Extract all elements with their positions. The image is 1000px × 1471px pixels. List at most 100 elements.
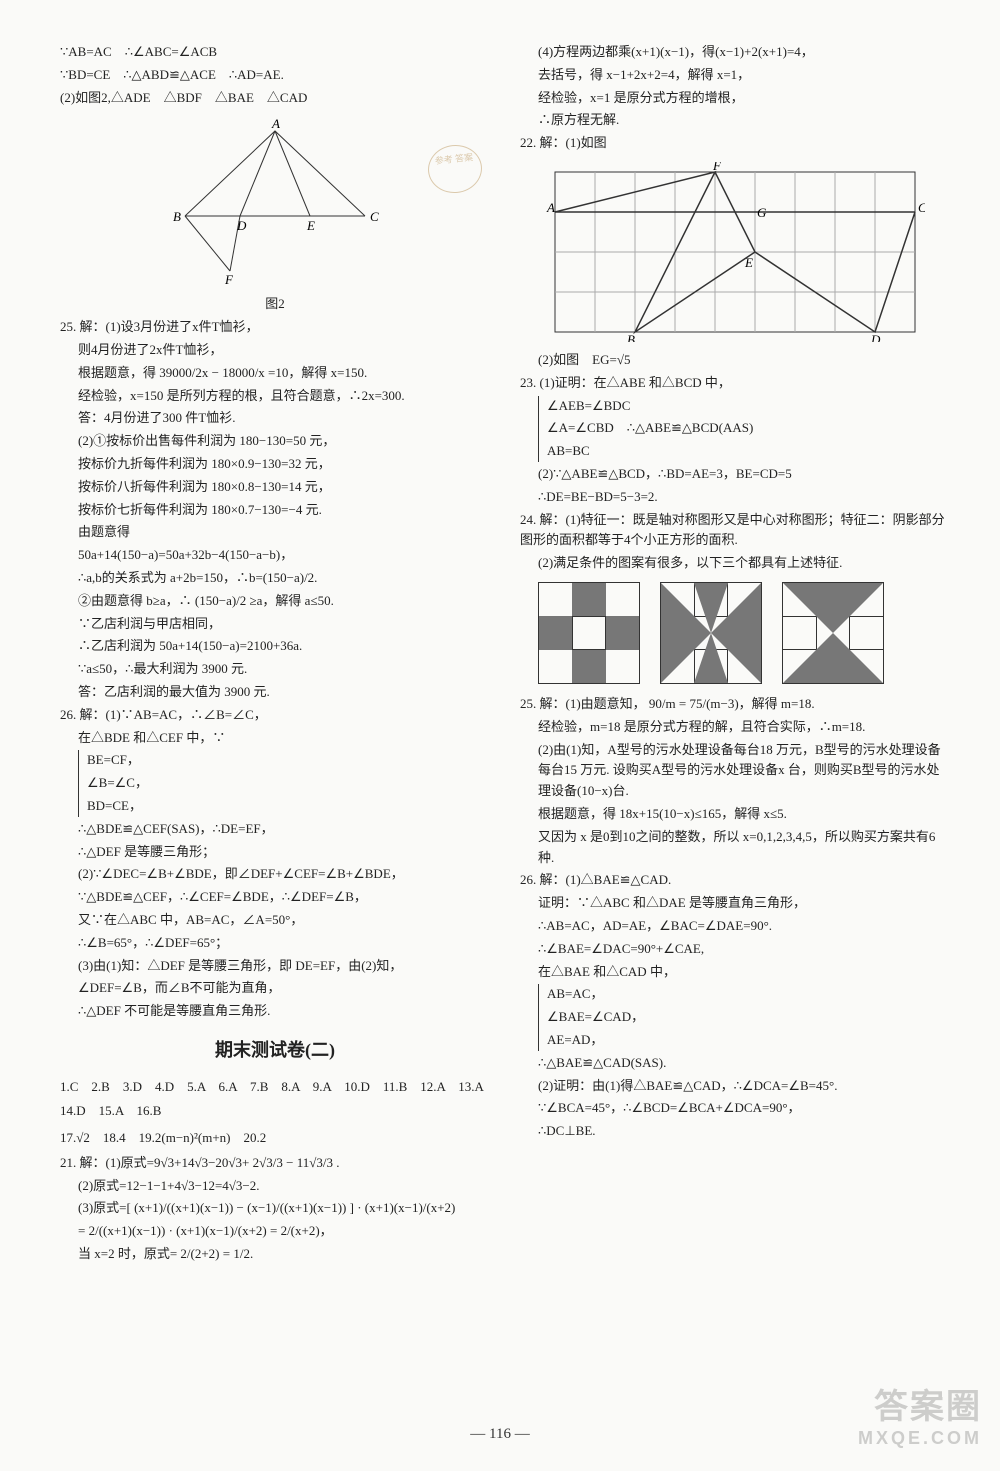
text-line: ∴AB=AC，AD=AE，∠BAC=∠DAE=90°. <box>520 916 950 937</box>
text-line: (3)由(1)知：△DEF 是等腰三角形，即 DE=EF，由(2)知， <box>60 956 490 977</box>
text-line: (2)∵△ABE≌△BCD，∴BD=AE=3，BE=CD=5 <box>520 464 950 485</box>
text-line: 又∵在△ABC 中，AB=AC，∠A=50°， <box>60 910 490 931</box>
pattern-2 <box>660 582 762 684</box>
brace-line: ∠B=∠C， <box>87 773 490 794</box>
text-line: 经检验，x=150 是所列方程的根，且符合题意，∴2x=300. <box>60 386 490 407</box>
svg-text:A: A <box>546 200 555 215</box>
text-line: 去括号，得 x−1+2x+2=4，解得 x=1， <box>520 65 950 86</box>
text-line: ∴原方程无解. <box>520 110 950 131</box>
text-line: ∵乙店利润与甲店相同， <box>60 614 490 635</box>
q23-head: 23. (1)证明：在△ABE 和△BCD 中， <box>520 373 950 394</box>
section-title: 期末测试卷(二) <box>60 1036 490 1065</box>
text-line: (2)∵∠DEC=∠B+∠BDE，即∠DEF+∠CEF=∠B+∠BDE， <box>60 864 490 885</box>
q22-head: 22. 解：(1)如图 <box>520 133 950 154</box>
text-line: ∴△DEF 是等腰三角形； <box>60 842 490 863</box>
brace-line: BD=CE， <box>87 796 490 817</box>
text-line: 由题意得 <box>60 522 490 543</box>
text-line: 答：乙店利润的最大值为 3900 元. <box>60 682 490 703</box>
text-line: 答：4月份进了300 件T恤衫. <box>60 408 490 429</box>
figure-caption: 图2 <box>60 294 490 315</box>
text-line: 按标价七折每件利润为 180×0.7−130=−4 元. <box>60 500 490 521</box>
text-line: (4)方程两边都乘(x+1)(x−1)，得(x−1)+2(x+1)=4， <box>520 42 950 63</box>
text-line: 则4月份进了2x件T恤衫， <box>60 340 490 361</box>
page-number: — 116 — <box>0 1426 1000 1443</box>
figure-2: A B C D E F <box>155 116 395 286</box>
brace-line: ∠BAE=∠CAD， <box>547 1007 950 1028</box>
text-line: 按标价八折每件利润为 180×0.8−130=14 元， <box>60 477 490 498</box>
svg-text:B: B <box>627 332 635 342</box>
text-line: ∴∠B=65°，∴∠DEF=65°； <box>60 933 490 954</box>
svg-text:C: C <box>370 209 379 224</box>
text-line: (2)原式=12−1−1+4√3−12=4√3−2. <box>60 1176 490 1197</box>
text-line: (2)如图 EG=√5 <box>520 350 950 371</box>
text-line: ∵∠BCA=45°，∴∠BCD=∠BCA+∠DCA=90°， <box>520 1098 950 1119</box>
text-line: (2)证明：由(1)得△BAE≌△CAD，∴∠DCA=∠B=45°. <box>520 1076 950 1097</box>
text-line: (2)如图2,△ADE △BDF △BAE △CAD <box>60 88 490 109</box>
pattern-set <box>538 582 950 684</box>
text-line: ∴DE=BE−BD=5−3=2. <box>520 487 950 508</box>
text-line: (3)原式=[ (x+1)/((x+1)(x−1)) − (x−1)/((x+1… <box>60 1198 490 1219</box>
text-line: (2)①按标价出售每件利润为 180−130=50 元， <box>60 431 490 452</box>
brace-line: BE=CF， <box>87 750 490 771</box>
brace-group: BE=CF， ∠B=∠C， BD=CE， <box>78 750 490 816</box>
right-column: (4)方程两边都乘(x+1)(x−1)，得(x−1)+2(x+1)=4， 去括号… <box>520 40 950 1380</box>
text-line: 50a+14(150−a)=50a+32b−4(150−a−b)， <box>60 545 490 566</box>
text-line: ∴△DEF 不可能是等腰直角三角形. <box>60 1001 490 1022</box>
text-line: 当 x=2 时，原式= 2/(2+2) = 1/2. <box>60 1244 490 1265</box>
text-line: 根据题意，得 39000/2x − 18000/x =10，解得 x=150. <box>60 363 490 384</box>
text-line: 经检验，m=18 是原分式方程的解，且符合实际，∴m=18. <box>520 717 950 738</box>
fill-blank-answers: 17.√2 18.4 19.2(m−n)²(m+n) 20.2 <box>60 1126 490 1151</box>
text-line: 按标价九折每件利润为 180×0.9−130=32 元， <box>60 454 490 475</box>
text-line: = 2/((x+1)(x−1)) · (x+1)(x−1)/(x+2) = 2/… <box>60 1221 490 1242</box>
svg-text:B: B <box>173 209 181 224</box>
svg-text:A: A <box>271 116 280 131</box>
brace-line: ∠A=∠CBD ∴△ABE≌△BCD(AAS) <box>547 418 950 439</box>
svg-text:E: E <box>744 255 753 270</box>
watermark-line2: MXQE.COM <box>858 1428 982 1449</box>
watermark: 答案圈 MXQE.COM <box>858 1379 982 1449</box>
two-column-layout: 参考 答案 ∵AB=AC ∴∠ABC=∠ACB ∵BD=CE ∴△ABD≌△AC… <box>60 40 950 1380</box>
q26-head: 26. 解：(1)∵AB=AC，∴∠B=∠C， <box>60 705 490 726</box>
text-line: 在△BAE 和△CAD 中， <box>520 962 950 983</box>
svg-text:G: G <box>757 205 767 220</box>
text-line: ∴∠BAE=∠DAC=90°+∠CAE, <box>520 939 950 960</box>
q25-head: 25. 解：(1)设3月份进了x件T恤衫， <box>60 317 490 338</box>
brace-line: AB=AC， <box>547 984 950 1005</box>
left-column: 参考 答案 ∵AB=AC ∴∠ABC=∠ACB ∵BD=CE ∴△ABD≌△AC… <box>60 40 490 1380</box>
svg-text:F: F <box>712 162 722 173</box>
brace-line: ∠AEB=∠BDC <box>547 396 950 417</box>
text-line: 经检验，x=1 是原分式方程的增根， <box>520 88 950 109</box>
text-line: ∴DC⊥BE. <box>520 1121 950 1142</box>
text-line: (2)满足条件的图案有很多，以下三个都具有上述特征. <box>520 553 950 574</box>
watermark-line1: 答案圈 <box>858 1379 982 1428</box>
figure-q22: A F B C D E G <box>545 162 925 342</box>
svg-text:E: E <box>306 218 315 233</box>
svg-text:D: D <box>870 332 881 342</box>
text-line: ②由题意得 b≥a，∴ (150−a)/2 ≥a，解得 a≤50. <box>60 591 490 612</box>
text-line: ∴△BAE≌△CAD(SAS). <box>520 1053 950 1074</box>
text-line: ∵a≤50，∴最大利润为 3900 元. <box>60 659 490 680</box>
multiple-choice-answers: 1.C 2.B 3.D 4.D 5.A 6.A 7.B 8.A 9.A 10.D… <box>60 1075 490 1124</box>
svg-text:C: C <box>918 200 925 215</box>
svg-text:D: D <box>236 218 247 233</box>
text-line: ∴△BDE≌△CEF(SAS)，∴DE=EF， <box>60 819 490 840</box>
text-line: ∵BD=CE ∴△ABD≌△ACE ∴AD=AE. <box>60 65 490 86</box>
text-line: ∴乙店利润为 50a+14(150−a)=2100+36a. <box>60 636 490 657</box>
q24-head: 24. 解：(1)特征一：既是轴对称图形又是中心对称图形；特征二：阴影部分图形的… <box>520 510 950 552</box>
text-line: ∴a,b的关系式为 a+2b=150，∴b=(150−a)/2. <box>60 568 490 589</box>
q25-head: 25. 解：(1)由题意知， 90/m = 75/(m−3)，解得 m=18. <box>520 694 950 715</box>
q21-head: 21. 解：(1)原式=9√3+14√3−20√3+ 2√3/3 − 11√3/… <box>60 1153 490 1174</box>
text-line: 证明：∵△ABC 和△DAE 是等腰直角三角形， <box>520 893 950 914</box>
text-line: 在△BDE 和△CEF 中，∵ <box>60 728 490 749</box>
text-line: 又因为 x 是0到10之间的整数，所以 x=0,1,2,3,4,5，所以购买方案… <box>520 827 950 869</box>
brace-group: ∠AEB=∠BDC ∠A=∠CBD ∴△ABE≌△BCD(AAS) AB=BC <box>538 396 950 462</box>
stamp-icon: 参考 答案 <box>426 142 485 195</box>
text-line: (2)由(1)知，A型号的污水处理设备每台18 万元，B型号的污水处理设备每台1… <box>520 740 950 802</box>
page: 参考 答案 ∵AB=AC ∴∠ABC=∠ACB ∵BD=CE ∴△ABD≌△AC… <box>0 0 1000 1471</box>
pattern-3 <box>782 582 884 684</box>
text-line: 根据题意，得 18x+15(10−x)≤165，解得 x≤5. <box>520 804 950 825</box>
text-line: ∵△BDE≌△CEF，∴∠CEF=∠BDE，∴∠DEF=∠B， <box>60 887 490 908</box>
pattern-1 <box>538 582 640 684</box>
brace-line: AE=AD， <box>547 1030 950 1051</box>
text-line: ∵AB=AC ∴∠ABC=∠ACB <box>60 42 490 63</box>
